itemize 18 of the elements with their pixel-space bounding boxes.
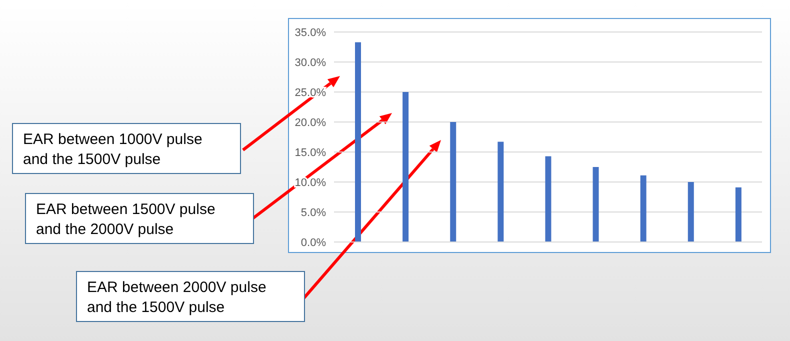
bar <box>545 156 552 242</box>
bar <box>402 92 409 242</box>
y-tick-label: 15.0% <box>294 146 326 159</box>
bar <box>735 187 742 242</box>
bar <box>640 175 646 242</box>
bar <box>355 42 361 242</box>
y-tick-label: 5.0% <box>300 206 326 219</box>
bar <box>688 182 694 242</box>
y-tick-label: 30.0% <box>294 56 326 69</box>
bar <box>450 122 456 242</box>
y-tick-label: 20.0% <box>294 116 326 129</box>
bar <box>592 167 599 242</box>
text: EAR between 1500V pulse and the 2000V pulse <box>36 200 216 240</box>
bar <box>498 142 504 242</box>
text: EAR between 1000V pulse and the 1500V pulse <box>23 130 204 170</box>
y-tick-label: 35.0% <box>294 26 326 39</box>
text: EAR between 2000V pulse and the 1500V pulse <box>87 278 268 318</box>
y-tick-label: 0.0% <box>300 236 326 249</box>
